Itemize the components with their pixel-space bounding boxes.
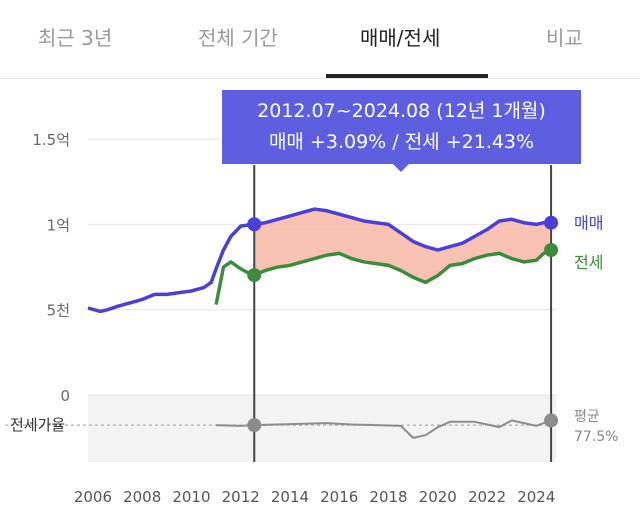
x-tick-label: 2022 xyxy=(468,488,506,506)
tab-recent-3y[interactable]: 최근 3년 xyxy=(38,26,113,50)
tab-sale-jeonse[interactable]: 매매/전세 xyxy=(360,26,441,50)
tooltip-period: 2012.07~2024.08 (12년 1개월) xyxy=(257,100,546,122)
price-chart[interactable]: 1.5억 1억 5천 0 전세가율 2006 2008 2010 2012 2014 2016 201… xyxy=(0,78,640,526)
x-tick-label: 2018 xyxy=(369,488,407,506)
series-label-ratio: 평균 xyxy=(574,409,600,425)
tooltip-arrow xyxy=(392,163,410,172)
series-label-sale: 매매 xyxy=(574,214,603,233)
marker-ratio-start xyxy=(247,418,262,433)
x-tick-label: 2024 xyxy=(517,488,555,506)
x-tick-label: 2006 xyxy=(74,488,112,506)
y-tick-label: 5천 xyxy=(47,302,70,320)
tooltip-summary: 매매 +3.09% / 전세 +21.43% xyxy=(268,131,535,153)
tab-compare[interactable]: 비교 xyxy=(546,26,583,50)
x-tick-label: 2012 xyxy=(222,488,260,506)
marker-ratio-end xyxy=(544,413,559,428)
x-tick-label: 2008 xyxy=(123,488,161,506)
x-tick-label: 2016 xyxy=(320,488,358,506)
marker-jeonse-end xyxy=(544,243,559,257)
period-tooltip: 2012.07~2024.08 (12년 1개월) 매매 +3.09% / 전세… xyxy=(222,90,581,164)
ratio-band-bg xyxy=(88,395,556,462)
active-tab-indicator xyxy=(326,74,488,78)
marker-jeonse-start xyxy=(247,268,262,283)
sale-jeonse-gap-fill xyxy=(254,209,550,282)
tab-bar: 최근 3년 전체 기간 매매/전세 비교 xyxy=(0,0,640,79)
x-tick-label: 2010 xyxy=(172,488,210,506)
series-line-jeonse xyxy=(214,248,552,305)
x-tick-label: 2020 xyxy=(419,488,457,506)
y-tick-label: 1억 xyxy=(47,216,70,234)
y-tick-label: 1.5억 xyxy=(32,131,70,149)
series-line-ratio xyxy=(216,419,552,439)
marker-sale-end xyxy=(544,215,559,230)
ratio-axis-label: 전세가율 xyxy=(10,416,65,434)
y-tick-label: 0 xyxy=(60,387,70,405)
marker-sale-start xyxy=(247,217,262,232)
tab-all-period[interactable]: 전체 기간 xyxy=(198,26,278,50)
series-line-sale xyxy=(87,207,552,314)
ratio-average-value: 77.5% xyxy=(574,429,618,445)
x-tick-label: 2014 xyxy=(271,488,309,506)
series-label-jeonse: 전세 xyxy=(574,253,603,272)
